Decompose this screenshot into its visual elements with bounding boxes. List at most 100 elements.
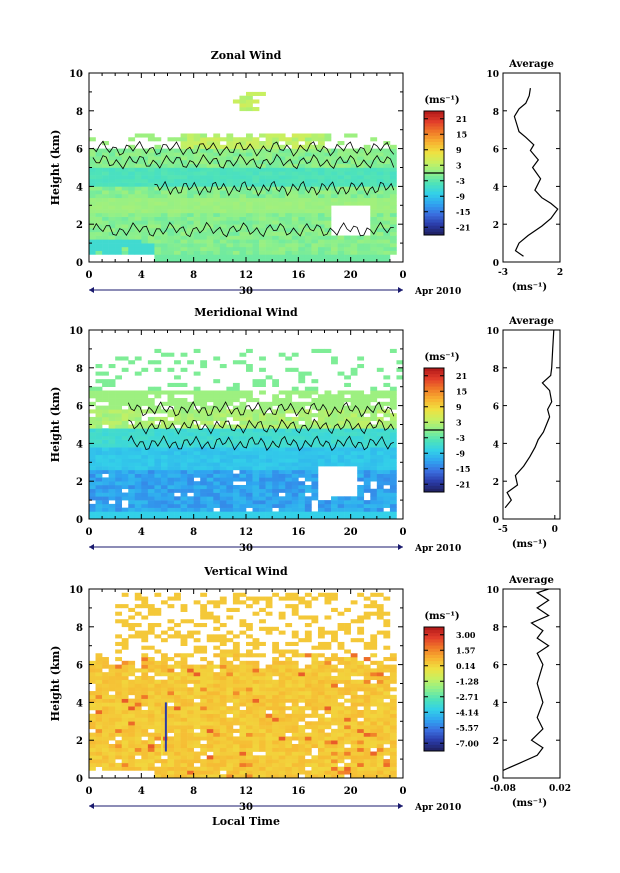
heatmap-cell [317,634,325,639]
heatmap-cell [239,428,247,433]
heatmap-cell [115,250,123,255]
heatmap-cell [344,755,351,760]
heatmap-cell [331,657,338,662]
heatmap-cell [331,766,338,771]
heatmap-cell [389,675,397,681]
heatmap-cell [200,713,208,718]
heatmap-cell [363,743,371,749]
heatmap-cell [311,258,319,263]
heatmap-cell [193,645,201,650]
heatmap-cell [317,698,325,703]
heatmap-cell [285,209,293,214]
heatmap-cell [357,500,365,505]
heatmap-cell [376,679,384,684]
heatmap-cell [389,743,397,749]
heatmap-cell [291,507,299,512]
heatmap-cell [383,175,391,180]
heatmap-cell [376,156,384,161]
heatmap-cell [213,740,221,745]
heatmap-cell [272,721,280,726]
heatmap-cell [180,458,188,463]
heatmap-cell [317,258,325,263]
heatmap-cell [376,660,384,665]
heatmap-cell [128,728,136,733]
heatmap-cell [311,178,319,183]
heatmap-cell [370,500,378,505]
heatmap-cell [226,481,234,486]
heatmap-cell [187,458,194,463]
heatmap-cell [383,220,391,225]
heatmap-cell [239,197,247,202]
heatmap-cell [141,728,149,733]
heatmap-cell [108,382,116,387]
heatmap-cell [121,394,129,399]
heatmap-cell [376,709,384,715]
y-tick-label: 10 [69,326,83,337]
heatmap-cell [376,630,384,635]
heatmap-cell [331,443,338,448]
heatmap-cell [239,500,247,505]
heatmap-cell [389,450,397,456]
heatmap-cell [357,409,365,414]
heatmap-cell [108,477,116,482]
heatmap-cell [357,496,365,501]
heatmap-cell [252,137,260,142]
heatmap-cell [167,175,175,180]
heatmap-cell [317,500,325,505]
heatmap-cell [167,428,175,433]
heatmap-cell [193,683,201,688]
heatmap-cell [239,653,247,658]
heatmap-cell [174,254,181,259]
heatmap-cell [213,755,221,760]
heatmap-cell [337,732,345,737]
heatmap-cell [232,507,240,512]
heatmap-cell [154,607,162,612]
heatmap-cell [272,515,280,520]
heatmap-cell [389,148,397,153]
heatmap-cell [89,450,96,456]
heatmap-cell [298,394,306,399]
heatmap-cell [357,178,365,183]
heatmap-cell [246,473,253,478]
heatmap-cell [252,163,260,168]
heatmap-cell [102,371,109,376]
heatmap-cell [95,420,103,425]
heatmap-cell [180,503,188,508]
heatmap-cell [304,209,312,214]
heatmap-cell [389,687,397,692]
heatmap-cell [232,755,240,760]
heatmap-cell [278,432,286,437]
heatmap-cell [180,416,188,422]
heatmap-cell [160,450,168,456]
heatmap-cell [278,401,286,406]
heatmap-cell [95,706,103,711]
heatmap-cell [206,702,214,707]
heatmap-cell [147,182,155,187]
heatmap-cell [252,500,260,505]
colorbar-swatch [424,145,444,149]
heatmap-cell [278,698,286,703]
colorbar-swatch [424,207,444,211]
heatmap-cell [121,709,129,715]
heatmap-cell [108,725,116,730]
heatmap-cell [187,496,194,501]
heatmap-cell [115,405,123,410]
heatmap-cell [213,488,221,493]
heatmap-cell [291,481,299,486]
heatmap-cell [174,484,181,490]
heatmap-cell [317,416,325,422]
heatmap-cell [219,178,227,183]
heatmap-cell [226,717,234,722]
heatmap-cell [95,698,103,703]
heatmap-cell [337,503,345,508]
heatmap-cell [239,405,247,410]
heatmap-cell [285,182,293,187]
heatmap-cell [200,432,208,437]
heatmap-cell [324,462,332,467]
heatmap-cell [239,394,247,399]
heatmap-cell [285,477,293,482]
heatmap-cell [337,515,345,520]
heatmap-cell [376,668,384,673]
heatmap-cell [160,432,168,437]
heatmap-cell [219,751,227,756]
